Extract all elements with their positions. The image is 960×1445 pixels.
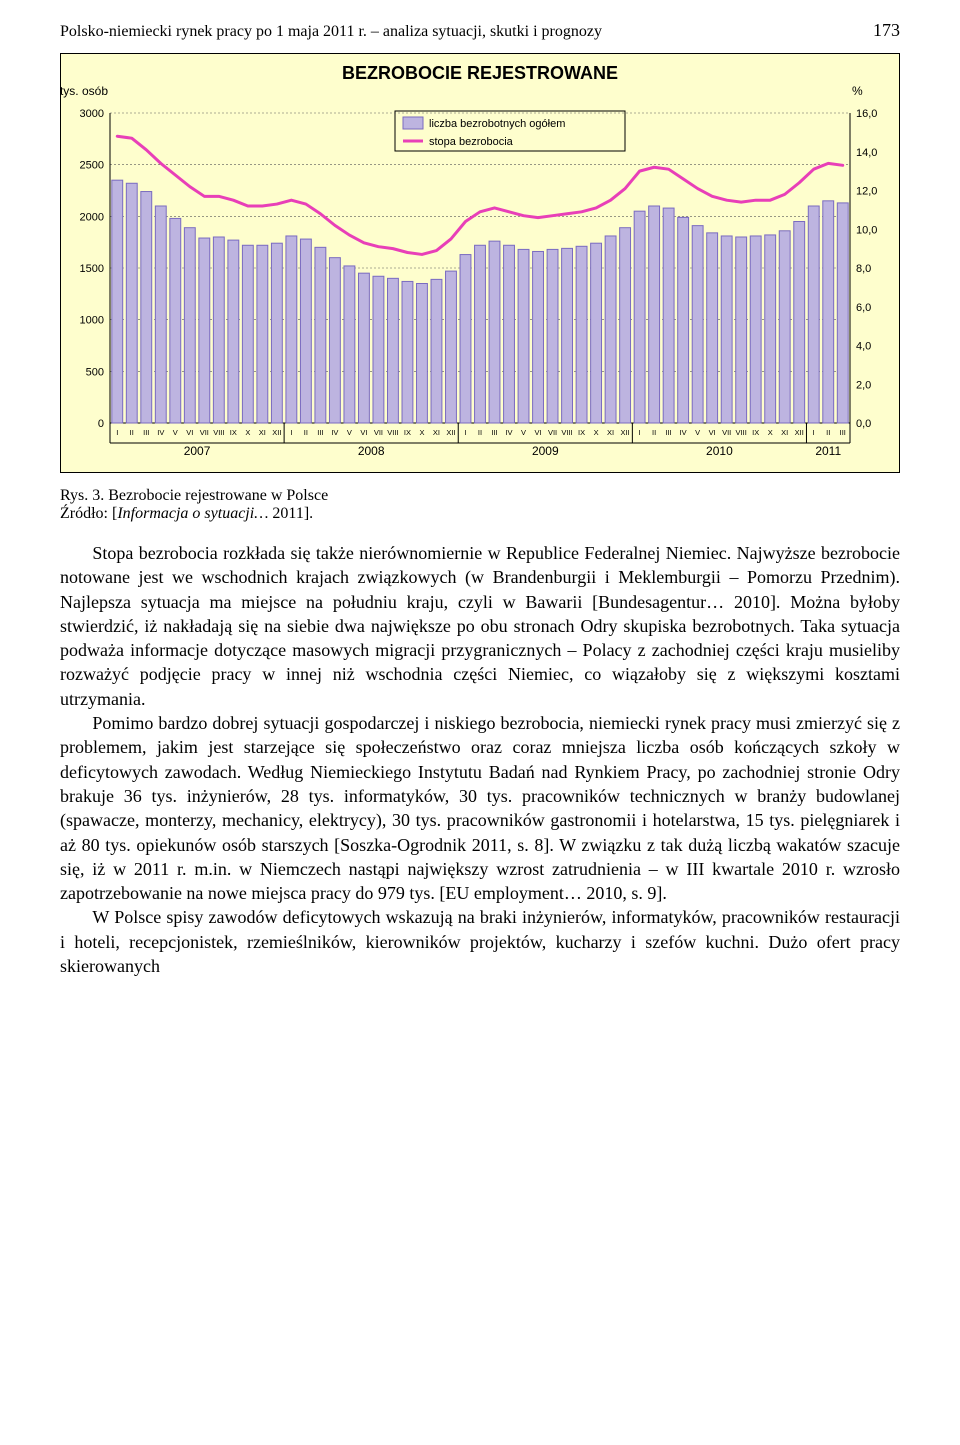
svg-text:IV: IV: [157, 428, 164, 437]
svg-text:VII: VII: [722, 428, 731, 437]
svg-text:6,0: 6,0: [856, 302, 871, 314]
svg-text:liczba bezrobotnych ogółem: liczba bezrobotnych ogółem: [429, 118, 565, 130]
paragraph-3: W Polsce spisy zawodów deficytowych wska…: [60, 905, 900, 978]
paragraph-1: Stopa bezrobocia rozkłada się także nier…: [60, 541, 900, 711]
svg-text:XII: XII: [272, 428, 281, 437]
svg-text:I: I: [290, 428, 292, 437]
svg-text:VII: VII: [200, 428, 209, 437]
svg-text:I: I: [464, 428, 466, 437]
svg-text:X: X: [245, 428, 250, 437]
svg-text:VI: VI: [360, 428, 367, 437]
svg-text:V: V: [695, 428, 700, 437]
svg-text:I: I: [639, 428, 641, 437]
svg-text:XII: XII: [795, 428, 804, 437]
svg-text:2000: 2000: [80, 211, 104, 223]
svg-text:1500: 1500: [80, 263, 104, 275]
svg-text:1000: 1000: [80, 315, 104, 327]
svg-text:XI: XI: [607, 428, 614, 437]
svg-text:500: 500: [86, 366, 104, 378]
running-title: Polsko-niemiecki rynek pracy po 1 maja 2…: [60, 23, 853, 41]
figure-source-prefix: Źródło: [: [60, 505, 117, 522]
running-header: Polsko-niemiecki rynek pracy po 1 maja 2…: [60, 20, 900, 41]
svg-text:BEZROBOCIE REJESTROWANE: BEZROBOCIE REJESTROWANE: [342, 63, 618, 83]
svg-text:V: V: [173, 428, 178, 437]
svg-text:I: I: [813, 428, 815, 437]
svg-text:VII: VII: [548, 428, 557, 437]
svg-text:VIII: VIII: [387, 428, 398, 437]
svg-text:2007: 2007: [184, 444, 211, 458]
svg-text:VI: VI: [186, 428, 193, 437]
svg-text:XII: XII: [621, 428, 630, 437]
svg-text:VI: VI: [709, 428, 716, 437]
svg-text:III: III: [491, 428, 497, 437]
svg-text:II: II: [652, 428, 656, 437]
svg-text:V: V: [521, 428, 526, 437]
figure-source: Źródło: [Informacja o sytuacji… 2011].: [60, 505, 900, 523]
svg-text:III: III: [317, 428, 323, 437]
body-text: Stopa bezrobocia rozkłada się także nier…: [60, 541, 900, 978]
figure-caption: Rys. 3. Bezrobocie rejestrowane w Polsce: [60, 487, 900, 505]
svg-text:IX: IX: [752, 428, 759, 437]
svg-text:IV: IV: [331, 428, 338, 437]
svg-text:II: II: [478, 428, 482, 437]
svg-text:III: III: [840, 428, 846, 437]
svg-text:VII: VII: [374, 428, 383, 437]
svg-text:XI: XI: [433, 428, 440, 437]
svg-text:II: II: [304, 428, 308, 437]
svg-text:16,0: 16,0: [856, 108, 877, 120]
svg-text:4,0: 4,0: [856, 341, 871, 353]
svg-text:3000: 3000: [80, 108, 104, 120]
svg-text:III: III: [143, 428, 149, 437]
svg-text:stopa bezrobocia: stopa bezrobocia: [429, 136, 514, 148]
svg-text:14,0: 14,0: [856, 147, 877, 159]
svg-text:IV: IV: [505, 428, 512, 437]
svg-text:X: X: [594, 428, 599, 437]
page-number: 173: [853, 20, 900, 41]
svg-text:II: II: [130, 428, 134, 437]
svg-text:XII: XII: [446, 428, 455, 437]
svg-text:VIII: VIII: [561, 428, 572, 437]
svg-text:2500: 2500: [80, 160, 104, 172]
svg-text:IX: IX: [404, 428, 411, 437]
svg-text:0,0: 0,0: [856, 418, 871, 430]
svg-text:2,0: 2,0: [856, 379, 871, 391]
svg-text:IX: IX: [230, 428, 237, 437]
svg-text:2009: 2009: [532, 444, 559, 458]
svg-text:V: V: [347, 428, 352, 437]
paragraph-2: Pomimo bardzo dobrej sytuacji gospodarcz…: [60, 711, 900, 905]
svg-text:IX: IX: [578, 428, 585, 437]
svg-text:VIII: VIII: [736, 428, 747, 437]
svg-text:VI: VI: [534, 428, 541, 437]
svg-text:XI: XI: [781, 428, 788, 437]
chart-container: BEZROBOCIE REJESTROWANE tys. osób% liczba …: [60, 53, 900, 473]
svg-text:2011: 2011: [815, 444, 841, 458]
svg-text:0: 0: [98, 418, 104, 430]
svg-text:2010: 2010: [706, 444, 733, 458]
svg-text:III: III: [665, 428, 671, 437]
svg-text:8,0: 8,0: [856, 263, 871, 275]
figure-source-suffix: 2011].: [268, 505, 313, 522]
svg-text:II: II: [826, 428, 830, 437]
svg-text:2008: 2008: [358, 444, 385, 458]
svg-text:12,0: 12,0: [856, 186, 877, 198]
svg-text:VIII: VIII: [213, 428, 224, 437]
svg-text:I: I: [116, 428, 118, 437]
svg-text:%: %: [852, 84, 863, 98]
svg-text:X: X: [768, 428, 773, 437]
unemployment-chart: BEZROBOCIE REJESTROWANE tys. osób% liczba …: [60, 53, 900, 473]
svg-text:IV: IV: [680, 428, 687, 437]
figure-source-italic: Informacja o sytuacji…: [117, 505, 268, 522]
svg-text:X: X: [419, 428, 424, 437]
svg-text:tys. osób: tys. osób: [60, 84, 108, 98]
svg-text:XI: XI: [259, 428, 266, 437]
svg-text:10,0: 10,0: [856, 224, 877, 236]
